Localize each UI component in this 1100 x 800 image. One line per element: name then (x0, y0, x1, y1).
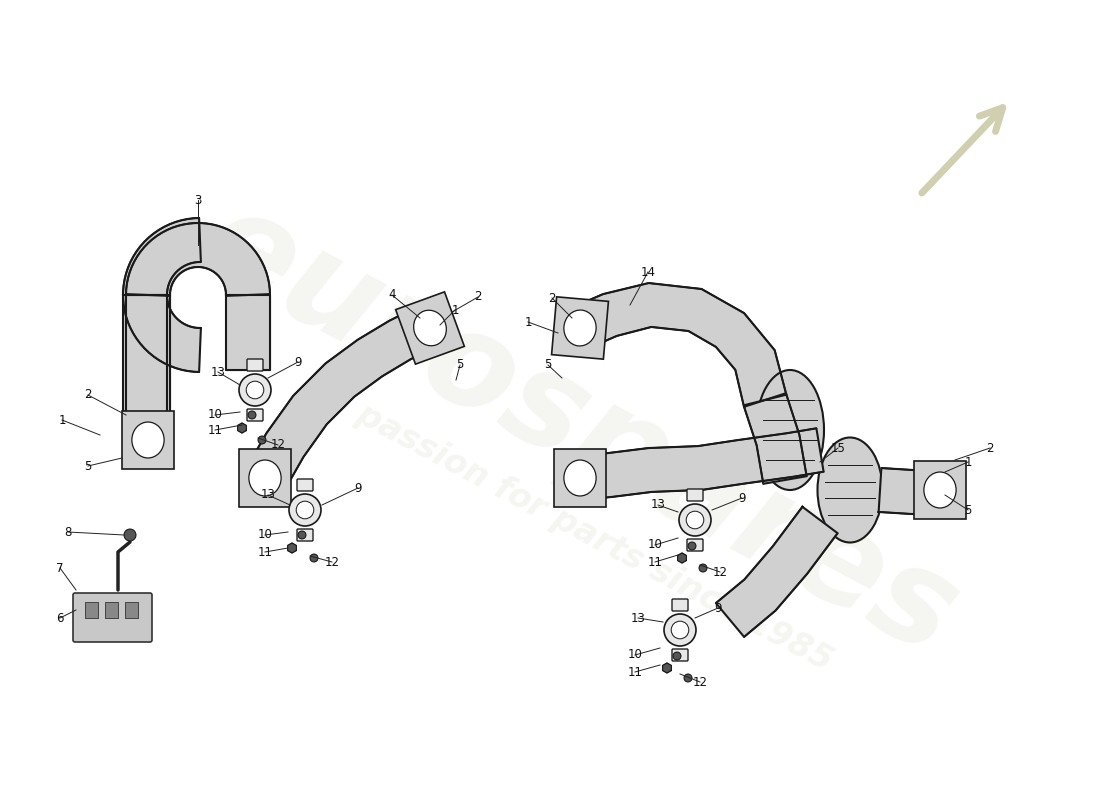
Circle shape (664, 614, 696, 646)
FancyBboxPatch shape (672, 649, 688, 661)
FancyBboxPatch shape (73, 593, 152, 642)
Text: 9: 9 (738, 491, 746, 505)
Text: 2: 2 (987, 442, 993, 454)
Text: 6: 6 (56, 611, 64, 625)
FancyBboxPatch shape (688, 489, 703, 501)
Circle shape (310, 554, 318, 562)
Text: 3: 3 (195, 194, 201, 206)
Circle shape (673, 652, 681, 660)
Text: 12: 12 (271, 438, 286, 451)
Ellipse shape (564, 310, 596, 346)
Text: 5: 5 (85, 459, 91, 473)
Polygon shape (678, 553, 686, 563)
Polygon shape (238, 423, 246, 433)
FancyBboxPatch shape (297, 479, 313, 491)
Polygon shape (578, 428, 824, 500)
Bar (85, 602, 98, 618)
Polygon shape (246, 306, 440, 491)
Polygon shape (126, 295, 170, 445)
Ellipse shape (564, 460, 596, 496)
Ellipse shape (132, 422, 164, 458)
FancyBboxPatch shape (551, 297, 608, 359)
FancyBboxPatch shape (239, 449, 292, 507)
Text: 1: 1 (451, 303, 459, 317)
Text: 14: 14 (640, 266, 656, 278)
Text: 5: 5 (456, 358, 464, 371)
Text: 4: 4 (388, 289, 396, 302)
Text: 13: 13 (210, 366, 225, 378)
Polygon shape (716, 507, 837, 637)
Polygon shape (288, 543, 296, 553)
Text: 2: 2 (474, 290, 482, 303)
Ellipse shape (756, 370, 824, 490)
Polygon shape (662, 663, 671, 673)
Text: 9: 9 (295, 355, 301, 369)
Text: 9: 9 (354, 482, 362, 494)
Text: a passion for parts since 1985: a passion for parts since 1985 (321, 382, 838, 678)
Circle shape (246, 381, 264, 399)
Text: 11: 11 (208, 423, 222, 437)
Circle shape (298, 531, 306, 539)
Circle shape (698, 564, 707, 572)
FancyBboxPatch shape (122, 411, 174, 469)
Text: 13: 13 (650, 498, 666, 511)
Text: 11: 11 (627, 666, 642, 678)
Text: 11: 11 (257, 546, 273, 558)
Polygon shape (226, 295, 270, 370)
Text: 2: 2 (85, 389, 91, 402)
Text: 8: 8 (64, 526, 72, 538)
Circle shape (684, 674, 692, 682)
Text: 10: 10 (628, 649, 642, 662)
Text: 9: 9 (714, 602, 722, 614)
Polygon shape (879, 468, 940, 514)
Circle shape (688, 542, 696, 550)
FancyBboxPatch shape (297, 529, 313, 541)
Ellipse shape (817, 438, 882, 542)
Circle shape (686, 511, 704, 529)
Circle shape (124, 529, 136, 541)
Bar (104, 602, 118, 618)
Circle shape (671, 621, 689, 638)
Text: 7: 7 (56, 562, 64, 574)
Text: 12: 12 (713, 566, 727, 578)
Ellipse shape (249, 460, 282, 496)
FancyBboxPatch shape (914, 461, 966, 519)
Text: 1: 1 (58, 414, 66, 426)
Circle shape (679, 504, 711, 536)
Text: 13: 13 (261, 489, 275, 502)
Ellipse shape (924, 472, 956, 508)
Circle shape (239, 374, 271, 406)
Text: 1: 1 (525, 315, 531, 329)
FancyBboxPatch shape (248, 359, 263, 371)
Polygon shape (571, 283, 786, 406)
Bar (125, 602, 138, 618)
Circle shape (289, 494, 321, 526)
FancyBboxPatch shape (248, 409, 263, 421)
Text: 5: 5 (965, 503, 971, 517)
FancyBboxPatch shape (396, 292, 464, 364)
Polygon shape (123, 218, 201, 372)
Text: 12: 12 (324, 555, 340, 569)
FancyBboxPatch shape (672, 599, 688, 611)
Text: 10: 10 (208, 409, 222, 422)
Text: 5: 5 (544, 358, 552, 371)
FancyBboxPatch shape (554, 449, 606, 507)
Text: 1: 1 (965, 455, 971, 469)
Text: 10: 10 (648, 538, 662, 551)
Polygon shape (744, 394, 806, 484)
FancyBboxPatch shape (688, 539, 703, 551)
Text: 15: 15 (830, 442, 846, 454)
Text: 2: 2 (548, 291, 556, 305)
Text: 10: 10 (257, 529, 273, 542)
Circle shape (296, 501, 314, 519)
Text: 13: 13 (630, 611, 646, 625)
Polygon shape (123, 295, 167, 440)
Text: eurospares: eurospares (182, 178, 978, 682)
Polygon shape (126, 223, 270, 296)
Ellipse shape (414, 310, 447, 346)
Text: 12: 12 (693, 675, 707, 689)
Circle shape (248, 411, 256, 419)
Text: 11: 11 (648, 555, 662, 569)
Circle shape (258, 436, 266, 444)
